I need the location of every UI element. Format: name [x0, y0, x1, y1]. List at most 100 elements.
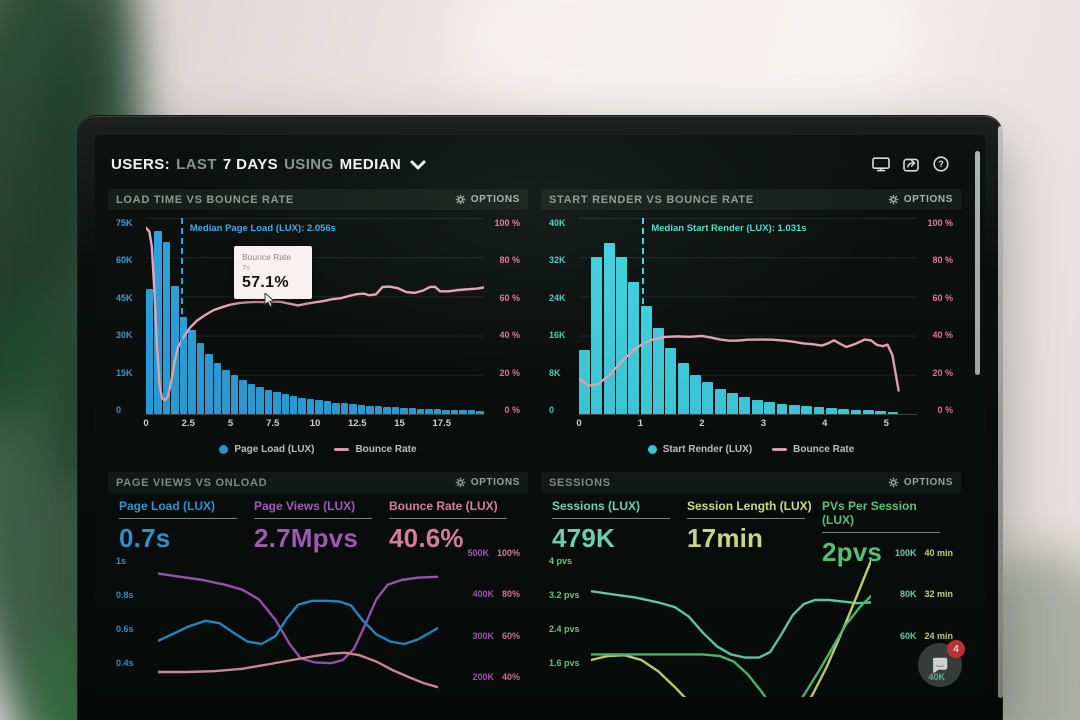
bar — [450, 409, 459, 414]
options-button[interactable]: OPTIONS — [888, 477, 953, 488]
options-label: OPTIONS — [903, 477, 953, 488]
bar — [801, 405, 813, 414]
axis-tick: 1s — [116, 556, 127, 566]
plot-area: Median Start Render (LUX): 1.031s — [579, 218, 917, 415]
axis-tick: 32K — [549, 255, 566, 266]
gear-icon — [888, 194, 899, 205]
axis-tick: 32 min — [924, 589, 953, 600]
metric: PVs Per Session (LUX) 2pvs — [822, 499, 950, 568]
axis-tick: 15 — [394, 418, 405, 429]
bar — [374, 406, 383, 414]
chat-button[interactable]: 4 — [918, 640, 965, 687]
bar — [459, 410, 467, 414]
bar — [188, 330, 196, 414]
metrics-row: Sessions (LUX) 479K Session Length (LUX) 17… — [552, 499, 957, 568]
axis-tick: Start Render (LUX) — [662, 444, 753, 455]
axis-tick: 40 % — [932, 330, 953, 341]
legend-item: Start Render (LUX) — [647, 444, 753, 455]
axis-tick: 80K — [899, 589, 917, 600]
y-axis-left: 75K 60K 45K 30K 15K 0 — [116, 218, 142, 415]
plot-area — [591, 548, 871, 697]
axis-tick: 0 — [116, 404, 122, 415]
axis-tick: 3.2 pvs — [549, 590, 580, 600]
header-users: USERS: — [111, 155, 171, 173]
axis-tick: 5 — [883, 418, 889, 429]
bar — [653, 328, 664, 414]
legend-dot — [647, 445, 657, 454]
tooltip-label: Bounce Rate — [242, 252, 292, 262]
axis-tick: Page Load (LUX) — [234, 444, 315, 455]
bar — [433, 409, 442, 414]
sessions-lines — [591, 548, 871, 697]
axis-tick-row: 60K 24 min — [877, 631, 953, 641]
bar — [247, 383, 256, 414]
bar — [205, 353, 213, 414]
axis-tick: 60K — [899, 630, 917, 641]
bounce-rate-line — [146, 218, 484, 414]
bar — [162, 241, 171, 414]
bar — [591, 257, 603, 414]
app-header: USERS: LAST 7 DAYS USING MEDIAN ? — [111, 147, 971, 181]
axis-tick: 400K — [472, 589, 494, 600]
axis-tick: 10 — [309, 418, 321, 429]
bar — [476, 410, 484, 414]
display-icon[interactable] — [872, 156, 890, 172]
bar — [357, 404, 366, 414]
users-range-dropdown[interactable]: USERS: LAST 7 DAYS USING MEDIAN — [111, 156, 426, 173]
metric-value: 479K — [552, 523, 615, 553]
bar — [425, 409, 433, 414]
bar — [640, 306, 652, 414]
axis-tick: 40K — [549, 218, 566, 228]
bar — [213, 363, 222, 414]
bar — [289, 396, 298, 414]
bar — [179, 317, 188, 414]
bar — [146, 288, 154, 414]
bar — [196, 343, 205, 414]
panel-start-render: START RENDER VS BOUNCE RATE OPTIONS 40K 3… — [541, 189, 961, 461]
options-label: OPTIONS — [470, 194, 520, 205]
axis-tick: 0 % — [937, 404, 953, 415]
axis-tick: 24K — [549, 292, 566, 303]
axis-tick-row: 100K 40 min — [877, 548, 953, 558]
share-icon[interactable] — [903, 157, 920, 172]
bar — [714, 388, 726, 414]
legend: Page Load (LUX) Bounce Rate — [108, 444, 528, 455]
axis-tick: 8K — [549, 367, 561, 378]
metric: Sessions (LUX) 479K — [552, 499, 680, 568]
axis-tick: 80 % — [499, 255, 520, 266]
chevron-down-icon — [410, 160, 426, 170]
load-time-bars — [146, 218, 484, 414]
axis-tick: 45K — [116, 292, 133, 303]
bar — [442, 409, 450, 414]
chart-zone: 1s 0.8s 0.6s 0.4s 500K 100% 400K 80% 300K 60% 200… — [116, 548, 520, 697]
axis-tick: 80% — [501, 589, 520, 600]
axis-tick-row: 40K — [877, 672, 953, 682]
metric-label: PVs Per Session (LUX) — [822, 499, 917, 527]
bar — [230, 374, 239, 414]
plot-area — [158, 548, 438, 697]
options-label: OPTIONS — [470, 477, 520, 488]
axis-tick: 40K — [928, 671, 945, 682]
options-button[interactable]: OPTIONS — [888, 194, 953, 205]
bar — [222, 369, 230, 414]
scrollbar[interactable] — [975, 151, 980, 375]
axis-tick: 0.6s — [116, 624, 134, 634]
axis-tick-row: 80K 32 min — [877, 589, 953, 599]
panel-pageviews-onload: PAGE VIEWS VS ONLOAD OPTIONS Page Load (… — [108, 472, 528, 697]
bar — [616, 257, 627, 414]
panel-title: SESSIONS — [549, 476, 611, 489]
options-button[interactable]: OPTIONS — [455, 194, 520, 205]
y-axis-right: 100 % 80 % 60 % 40 % 20 % 0 % — [921, 218, 953, 415]
bar — [383, 406, 391, 414]
legend-item: Bounce Rate — [772, 444, 854, 455]
help-icon[interactable]: ? — [933, 156, 949, 172]
bar — [256, 387, 264, 414]
header-median: MEDIAN — [339, 155, 402, 173]
bar — [875, 411, 887, 414]
bar — [690, 374, 701, 414]
metric-rule — [687, 518, 805, 519]
metric-value: 2pvs — [822, 537, 883, 567]
metric-value: 0.7s — [119, 523, 171, 553]
options-button[interactable]: OPTIONS — [455, 477, 520, 488]
gear-icon — [455, 194, 466, 205]
